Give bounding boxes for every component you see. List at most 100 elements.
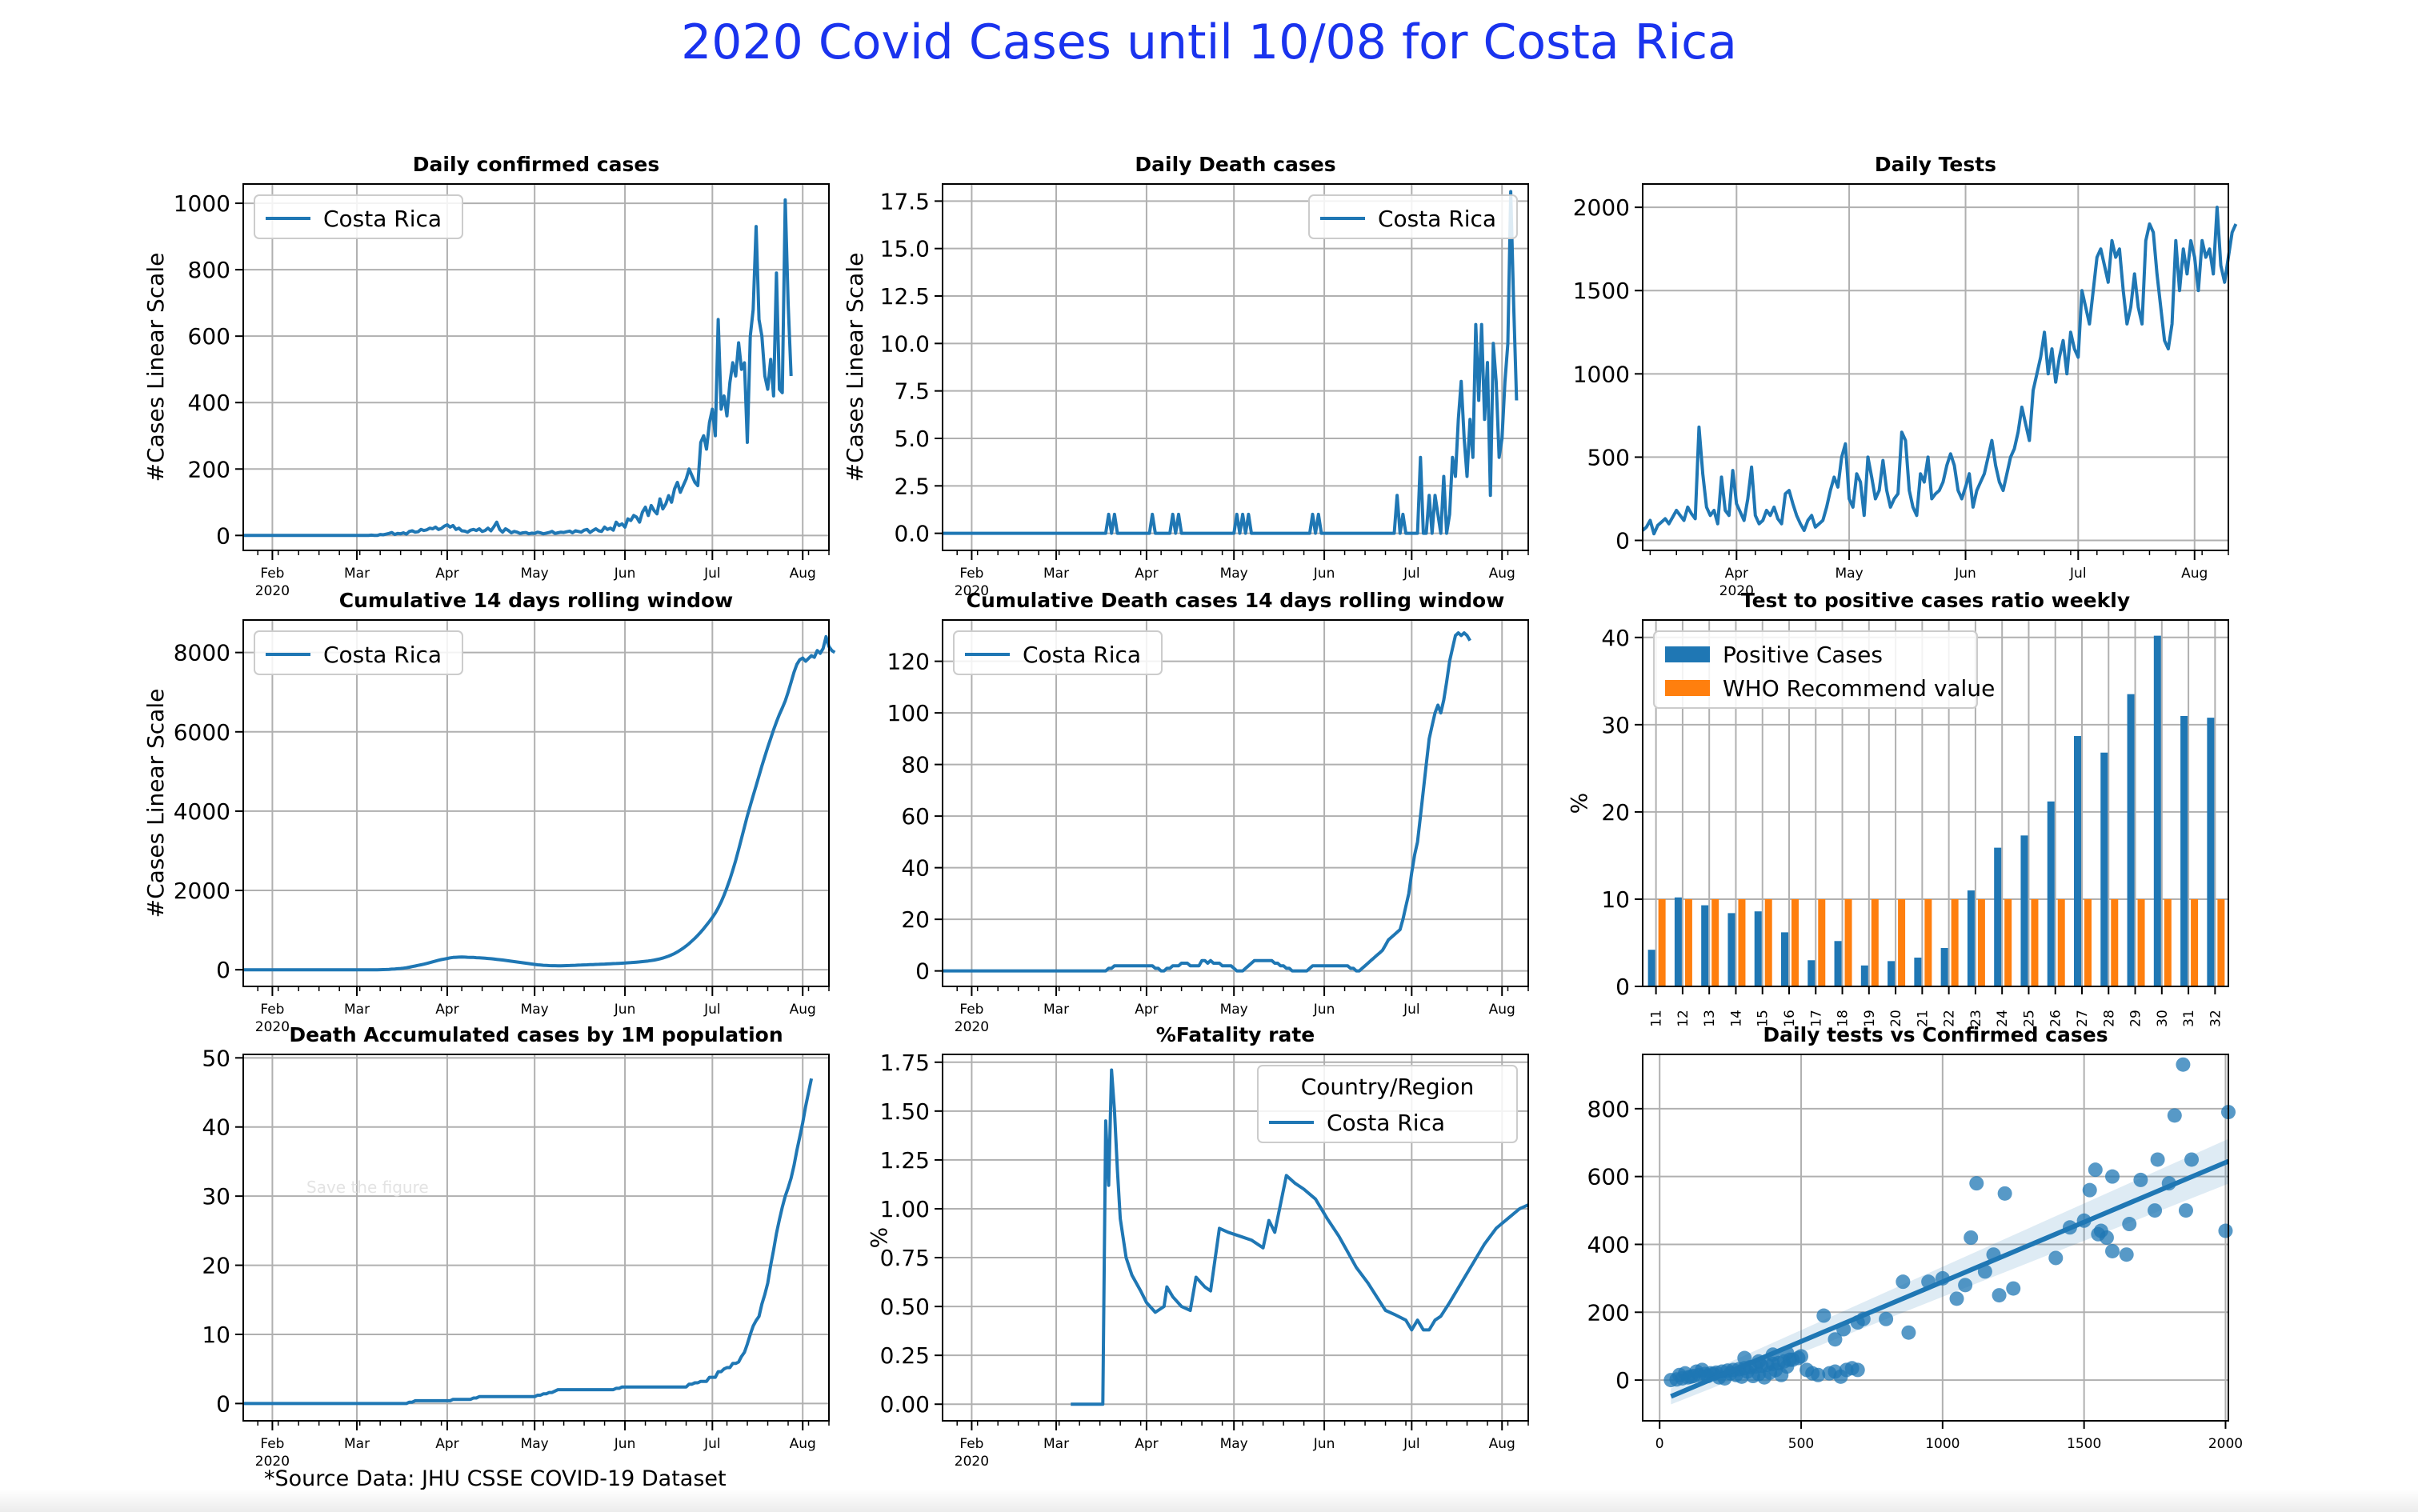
scatter-point	[2218, 1223, 2233, 1238]
x-tick-label: 30	[2155, 1010, 2171, 1027]
y-tick-label: 40	[202, 1114, 230, 1141]
legend-box	[953, 630, 1163, 675]
x-tick-label: Jun	[1313, 1002, 1335, 1018]
y-axis-label: %	[1566, 793, 1592, 814]
y-tick-label: 0.25	[880, 1342, 930, 1369]
y-tick-label: 0	[216, 957, 230, 983]
scatter-point	[1828, 1332, 1843, 1347]
legend-swatch	[1665, 646, 1710, 662]
y-tick-label: 0	[1615, 974, 1630, 1000]
bar-positive-cases	[1674, 897, 1682, 986]
bar-positive-cases	[2047, 801, 2055, 986]
x-tick-label: 19	[1862, 1010, 1878, 1027]
y-tick-label: 2.5	[894, 473, 930, 499]
y-tick-label: 200	[1587, 1299, 1630, 1326]
y-tick-label: 10.0	[880, 330, 930, 357]
y-tick-label: 5.0	[894, 426, 930, 452]
y-tick-label: 800	[1587, 1096, 1630, 1122]
scatter-point	[2150, 1152, 2165, 1167]
chart-title: Daily tests vs Confirmed cases	[1763, 1023, 2108, 1046]
bar-positive-cases	[2100, 752, 2108, 986]
scatter-point	[2088, 1162, 2103, 1178]
regression-line	[1670, 1158, 2230, 1399]
x-tick-label: May	[521, 1436, 549, 1452]
x-tick-label: 21	[1915, 1010, 1931, 1027]
x-tick-label: 32	[2208, 1010, 2224, 1027]
chart-title: Daily confirmed cases	[413, 153, 659, 176]
bar-who-recommend	[2084, 898, 2092, 986]
x-tick-label: 500	[1788, 1436, 1814, 1452]
bar-who-recommend	[1977, 898, 1985, 986]
y-tick-label: 600	[188, 323, 230, 350]
y-tick-label: 200	[188, 456, 230, 482]
x-tick-label: 24	[1995, 1010, 2011, 1027]
series-line	[943, 631, 1471, 973]
scatter-point	[2105, 1243, 2120, 1258]
x-tick-label: Apr	[435, 1002, 458, 1018]
x-tick-label: Aug	[1489, 1436, 1515, 1452]
bar-who-recommend	[1738, 898, 1746, 986]
x-tick-label: 16	[1782, 1010, 1798, 1027]
plot-area	[943, 620, 1528, 986]
bar-positive-cases	[1914, 958, 1922, 986]
y-axis-label: #Cases Linear Scale	[842, 253, 868, 482]
series-line	[1641, 206, 2238, 536]
bar-who-recommend	[2217, 898, 2225, 986]
x-tick-year-label: 2020	[955, 1454, 989, 1470]
scatter-point	[2099, 1230, 2114, 1245]
scatter-point	[1816, 1308, 1832, 1323]
y-tick-label: 0	[216, 1390, 230, 1417]
x-tick-label: Jun	[614, 566, 636, 582]
x-tick-year-label: 2020	[255, 1454, 290, 1470]
y-tick-label: 0	[1615, 528, 1630, 554]
scatter-point	[2048, 1250, 2064, 1266]
y-tick-label: 17.5	[880, 188, 930, 214]
legend-box	[1653, 630, 1978, 709]
scatter-point	[1811, 1367, 1826, 1382]
x-tick-label: 15	[1755, 1010, 1771, 1027]
x-tick-label: 13	[1702, 1010, 1718, 1027]
chart-panel-6: 0 10 20 30 40 11 12 13 14 15 16 17 18 19 20 21 22 23 24 25 2…	[1566, 589, 2229, 1027]
x-tick-label: Jun	[614, 1002, 636, 1018]
y-tick-label: 1000	[1573, 361, 1630, 387]
y-tick-label: 60	[901, 803, 930, 830]
bar-positive-cases	[1940, 948, 1948, 986]
y-tick-label: 1000	[174, 190, 230, 217]
legend-entry: Costa Rica	[1023, 642, 1141, 668]
plot-area	[943, 184, 1528, 550]
scatter-point	[1794, 1349, 1809, 1364]
x-tick-label: Jul	[1403, 566, 1420, 582]
y-tick-label: 30	[202, 1183, 230, 1210]
bar-who-recommend	[1711, 898, 1719, 986]
scatter-point	[1901, 1325, 1916, 1340]
x-tick-label: 14	[1728, 1010, 1744, 1027]
x-tick-label: Mar	[344, 1436, 370, 1452]
x-tick-label: 11	[1649, 1010, 1665, 1027]
y-tick-label: 1.00	[880, 1196, 930, 1222]
y-tick-label: 2000	[1573, 194, 1630, 221]
x-tick-label: 2000	[2208, 1436, 2243, 1452]
y-tick-label: 0.50	[880, 1294, 930, 1320]
bar-positive-cases	[2020, 835, 2028, 986]
x-tick-label: 23	[1968, 1010, 1984, 1027]
axes-frame	[942, 183, 1529, 551]
x-tick-year-label: 2020	[955, 1019, 989, 1035]
y-tick-label: 50	[202, 1045, 230, 1071]
y-tick-label: 100	[887, 700, 930, 726]
scatter-point	[1992, 1288, 2007, 1303]
x-tick-label: Jun	[614, 1436, 636, 1452]
scatter-point	[1850, 1362, 1865, 1378]
legend-box	[254, 630, 463, 675]
legend-entry: Costa Rica	[323, 206, 442, 232]
series-line	[243, 1078, 814, 1406]
chart-title: Daily Tests	[1875, 153, 1996, 176]
x-tick-label: 26	[2048, 1010, 2064, 1027]
bar-who-recommend	[2031, 898, 2039, 986]
x-tick-label: Aug	[790, 1436, 816, 1452]
plot-area	[243, 620, 829, 986]
scatter-point	[2082, 1182, 2097, 1198]
legend: Costa Rica	[1308, 194, 1518, 239]
scatter-point	[1896, 1274, 1911, 1290]
